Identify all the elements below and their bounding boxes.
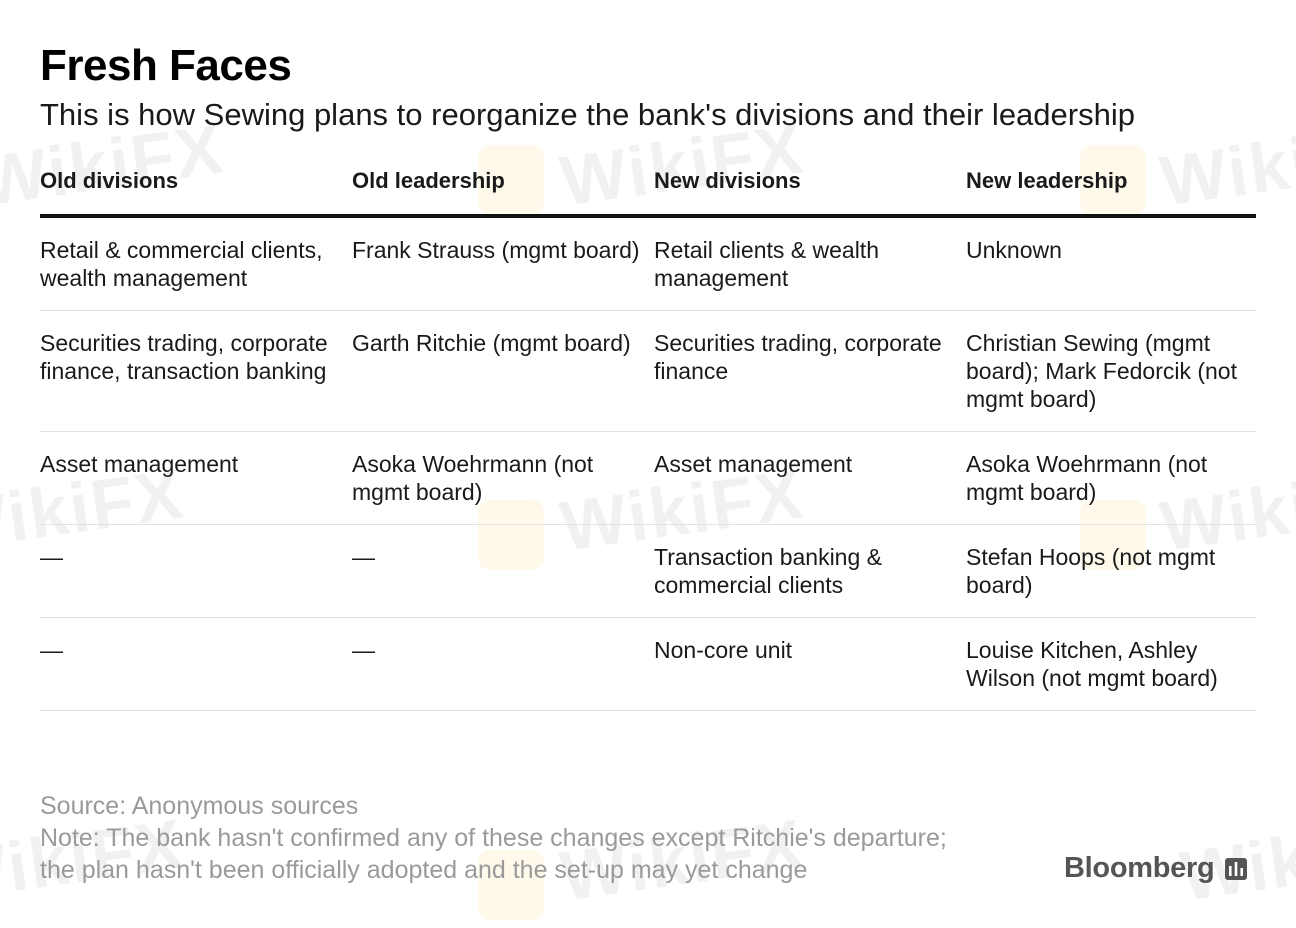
column-header-new-leadership: New leadership xyxy=(966,162,1256,218)
cell-new-division: Non-core unit xyxy=(654,617,966,711)
chart-title: Fresh Faces xyxy=(40,41,292,90)
bloomberg-chart-icon xyxy=(1225,857,1248,880)
footer-notes: Source: Anonymous sources Note: The bank… xyxy=(40,790,947,886)
table-row: Asset management Asoka Woehrmann (not mg… xyxy=(40,431,1256,525)
table-row: Securities trading, corporate finance, t… xyxy=(40,310,1256,432)
table-row: — — Transaction banking & commercial cli… xyxy=(40,524,1256,618)
cell-old-division: — xyxy=(40,617,352,711)
table-header-row: Old divisions Old leadership New divisio… xyxy=(40,162,1256,218)
column-header-new-divisions: New divisions xyxy=(654,162,966,218)
table-row: Retail & commercial clients, wealth mana… xyxy=(40,216,1256,311)
cell-old-leadership: Frank Strauss (mgmt board) xyxy=(352,216,654,311)
cell-old-leadership: — xyxy=(352,524,654,618)
cell-new-leadership: Christian Sewing (mgmt board); Mark Fedo… xyxy=(966,310,1256,432)
cell-new-leadership: Louise Kitchen, Ashley Wilson (not mgmt … xyxy=(966,617,1256,711)
cell-old-leadership: Garth Ritchie (mgmt board) xyxy=(352,310,654,432)
cell-old-division: Asset management xyxy=(40,431,352,525)
cell-old-division: Retail & commercial clients, wealth mana… xyxy=(40,216,352,311)
cell-new-leadership: Stefan Hoops (not mgmt board) xyxy=(966,524,1256,618)
column-header-old-divisions: Old divisions xyxy=(40,162,352,218)
cell-old-division: Securities trading, corporate finance, t… xyxy=(40,310,352,432)
cell-new-division: Securities trading, corporate finance xyxy=(654,310,966,432)
cell-old-division: — xyxy=(40,524,352,618)
cell-new-division: Transaction banking & commercial clients xyxy=(654,524,966,618)
cell-new-leadership: Asoka Woehrmann (not mgmt board) xyxy=(966,431,1256,525)
table-row: — — Non-core unit Louise Kitchen, Ashley… xyxy=(40,617,1256,711)
divisions-table-container: Old divisions Old leadership New divisio… xyxy=(40,162,1256,711)
note-line-1: Note: The bank hasn't confirmed any of t… xyxy=(40,824,947,852)
cell-new-division: Asset management xyxy=(654,431,966,525)
divisions-table: Old divisions Old leadership New divisio… xyxy=(40,162,1256,711)
note-line-2: the plan hasn't been officially adopted … xyxy=(40,856,808,884)
brand-name: Bloomberg xyxy=(1064,852,1215,884)
cell-old-leadership: — xyxy=(352,617,654,711)
column-header-old-leadership: Old leadership xyxy=(352,162,654,218)
cell-new-leadership: Unknown xyxy=(966,216,1256,311)
source-note: Source: Anonymous sources xyxy=(40,792,359,820)
cell-old-leadership: Asoka Woehrmann (not mgmt board) xyxy=(352,431,654,525)
chart-subtitle: This is how Sewing plans to reorganize t… xyxy=(40,97,1135,132)
cell-new-division: Retail clients & wealth management xyxy=(654,216,966,311)
bloomberg-logo: Bloomberg xyxy=(1064,852,1248,885)
